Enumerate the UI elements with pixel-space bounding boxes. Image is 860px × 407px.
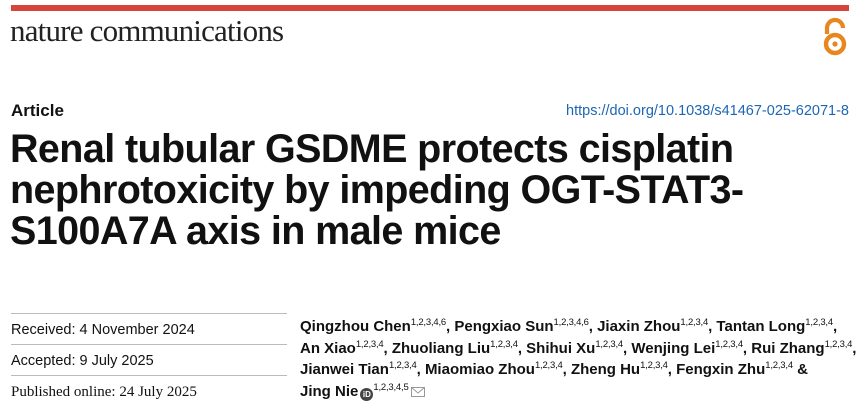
author[interactable]: Jiaxin Zhou1,2,3,4 [597,317,709,335]
published-date: Published online: 24 July 2025 [11,375,287,406]
author[interactable]: Jing Nie iD1,2,3,4,5 [300,382,409,402]
author[interactable]: Shihui Xu1,2,3,4 [526,338,623,357]
author[interactable]: An Xiao1,2,3,4 [300,338,384,357]
open-access-icon[interactable] [821,17,849,57]
author[interactable]: Miaomiao Zhou1,2,3,4 [424,360,563,379]
author[interactable]: Zheng Hu1,2,3,4 [570,360,668,379]
mail-icon[interactable] [410,387,425,398]
author-line: An Xiao1,2,3,4, Zhuoliang Liu1,2,3,4, Sh… [300,338,857,357]
author-line: Jing Nie iD1,2,3,4,5 [300,381,860,403]
author[interactable]: Fengxin Zhu1,2,3,4 [676,360,793,379]
article-type-label: Article [11,101,64,120]
author[interactable]: Pengxiao Sun1,2,3,4,6 [454,317,589,335]
orcid-icon[interactable]: iD [360,388,374,402]
author[interactable]: Wenjing Lei1,2,3,4 [631,338,743,357]
journal-name[interactable]: nature communications [10,13,284,48]
author-line: Jianwei Tian1,2,3,4, Miaomiao Zhou1,2,3,… [300,360,808,379]
accepted-date: Accepted: 9 July 2025 [11,344,287,375]
top-accent-rule [11,5,849,11]
title-line: nephrotoxicity by impeding OGT-STAT3- [10,168,744,212]
author[interactable]: Rui Zhang1,2,3,4 [751,338,853,357]
received-date: Received: 4 November 2024 [11,313,287,344]
author-list: Qingzhou Chen1,2,3,4,6, Pengxiao Sun1,2,… [300,316,860,403]
article-title: Renal tubular GSDME protects cisplatin n… [10,129,855,252]
author[interactable]: Jianwei Tian1,2,3,4 [300,360,417,379]
title-line: S100A7A axis in male mice [10,209,501,253]
author[interactable]: Tantan Long1,2,3,4 [716,317,833,335]
title-line: Renal tubular GSDME protects cisplatin [10,127,734,171]
author[interactable]: Zhuoliang Liu1,2,3,4 [391,338,518,357]
author-line: Qingzhou Chen1,2,3,4,6, Pengxiao Sun1,2,… [300,317,838,335]
doi-link[interactable]: https://doi.org/10.1038/s41467-025-62071… [566,103,849,119]
author[interactable]: Qingzhou Chen1,2,3,4,6 [300,317,447,335]
publication-dates: Received: 4 November 2024 Accepted: 9 Ju… [11,313,287,406]
